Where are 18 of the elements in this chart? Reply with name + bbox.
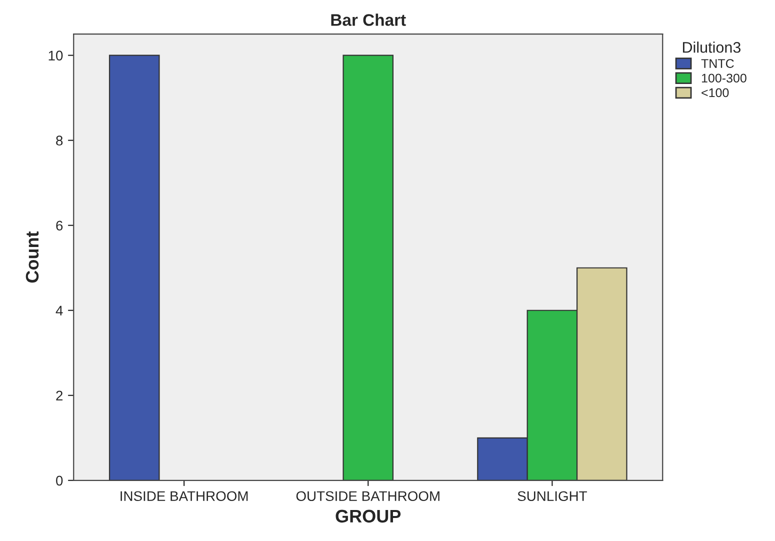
x-axis-title: GROUP bbox=[336, 510, 401, 523]
y-axis-title: Count bbox=[26, 231, 39, 283]
legend-label: 100-300 bbox=[702, 74, 746, 83]
chart-title: Bar Chart bbox=[331, 14, 406, 26]
legend-title: Dilution3 bbox=[682, 42, 741, 53]
y-tick-label: 2 bbox=[56, 390, 63, 400]
x-tick-label: SUNLIGHT bbox=[518, 491, 587, 502]
x-tick-label: INSIDE BATHROOM bbox=[120, 491, 248, 502]
legend-label: TNTC bbox=[701, 59, 734, 68]
x-tick-label: OUTSIDE BATHROOM bbox=[296, 491, 440, 502]
y-tick-label: 8 bbox=[56, 136, 63, 146]
y-tick-label: 4 bbox=[56, 306, 63, 316]
legend-label: <100 bbox=[702, 88, 729, 98]
y-tick-label: 10 bbox=[48, 50, 63, 61]
y-tick-label: 0 bbox=[56, 476, 63, 486]
y-tick-label: 6 bbox=[56, 220, 63, 231]
bar bbox=[108, 54, 160, 480]
bar bbox=[342, 54, 394, 480]
